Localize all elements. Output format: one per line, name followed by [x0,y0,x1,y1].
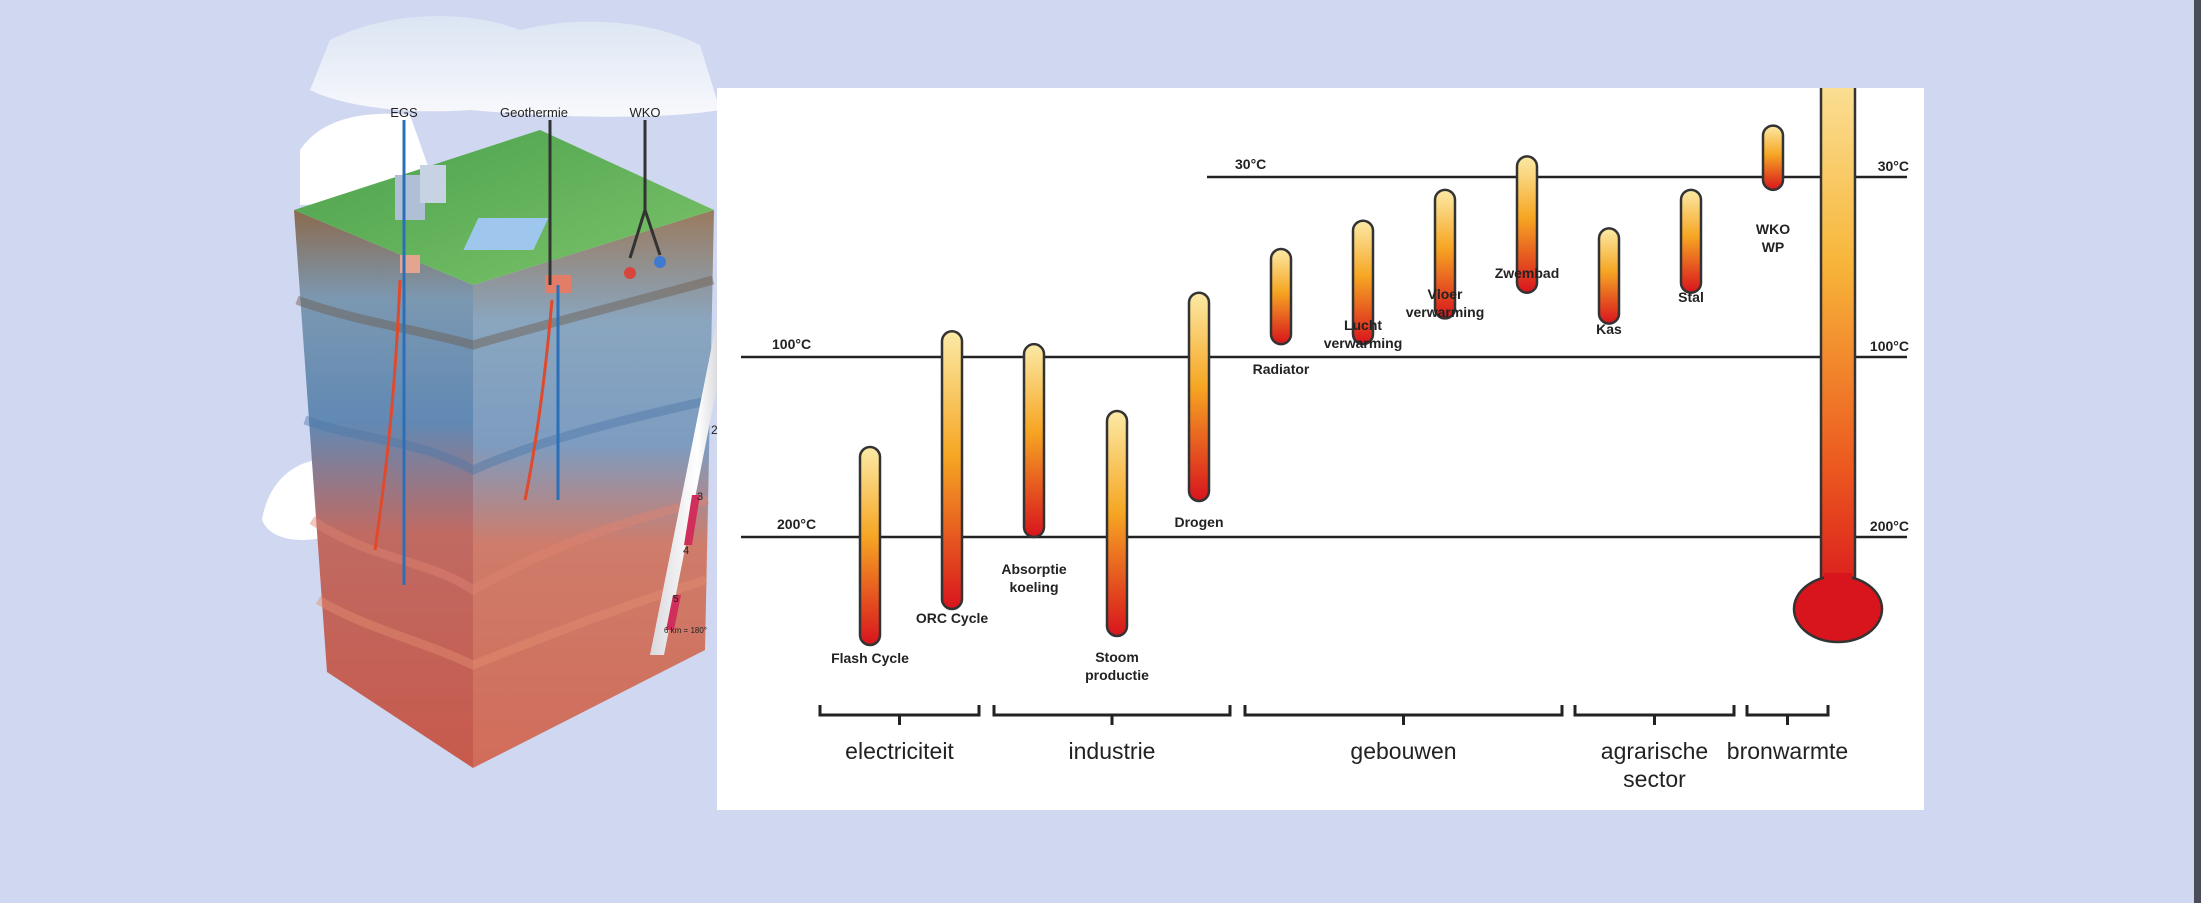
label-vloer-verwarming: verwarming [1406,304,1485,320]
category-agrarische-sector: agrarische [1601,738,1708,764]
label-zwembad: Zwembad [1495,265,1560,281]
temperature-label-left: 200°C [777,516,816,532]
brace-industrie [992,705,1232,725]
cloud-illustration [262,16,720,540]
category-electriciteit: electriciteit [845,738,954,764]
tube-lucht-verwarming [1351,219,1375,346]
window-edge [2194,0,2201,903]
surface-landscape [294,130,714,285]
brace-agrarische-sector [1573,705,1736,725]
depth-marker: 4 [683,545,689,557]
label-absorptie-koeling: koeling [1009,579,1058,595]
tube-stal [1679,188,1703,294]
label-flash-cycle: Flash Cycle [831,650,909,666]
tube-stoom-productie [1105,409,1129,638]
wko-label: WKO [629,105,660,120]
category-bronwarmte: bronwarmte [1727,738,1848,764]
geothermie-label: Geothermie [500,105,568,120]
rock-side-face [473,210,714,768]
egs-label: EGS [390,105,418,120]
tube-zwembad [1515,155,1539,294]
tube-wko-wp [1761,124,1785,192]
tube-flash-cycle [858,445,882,647]
temperature-label-right: 100°C [1870,338,1909,354]
label-vloer-verwarming: Vloer [1427,286,1463,302]
tube-kas [1597,227,1621,325]
temperature-label-left: 30°C [1235,156,1266,172]
temperature-label-right: 200°C [1870,518,1909,534]
tube-orc-cycle [940,330,964,611]
label-drogen: Drogen [1175,514,1224,530]
temperature-diagram: 30°C 30°C 100°C 100°C 200°C 200°C Flash Cycle O… [717,88,1924,810]
label-orc-cycle: ORC Cycle [916,610,989,626]
label-kas: Kas [1596,321,1622,337]
thermometer-bulb [1792,574,1884,644]
label-lucht-verwarming: Lucht [1344,317,1382,333]
label-stoom-productie: Stoom [1095,649,1139,665]
tube-absorptie-koeling [1022,342,1046,539]
temperature-label-left: 100°C [772,336,811,352]
label-lucht-verwarming: verwarming [1324,335,1403,351]
category-agrarische-sector: sector [1623,766,1686,792]
depth-marker: 2 [711,423,718,437]
category-industrie: industrie [1069,738,1156,764]
temperature-label-right: 30°C [1878,158,1909,174]
tube-radiator [1269,247,1293,346]
thermometer-neck [1824,573,1852,585]
category-gebouwen: gebouwen [1350,738,1456,764]
bronwarmte-thermometer [1819,88,1857,611]
label-wko-wp: WKO [1756,221,1790,237]
label-stal: Stal [1678,289,1704,305]
tube-drogen [1187,291,1211,503]
depth-marker: 5 [673,594,679,605]
tube-vloer-verwarming [1433,188,1457,320]
label-radiator: Radiator [1253,361,1310,377]
brace-electriciteit [818,705,981,725]
brace-bronwarmte [1745,705,1830,725]
depth-marker: 3 [697,491,703,503]
label-stoom-productie: productie [1085,667,1149,683]
depth-note: 6 km = 180° [664,626,707,635]
label-absorptie-koeling: Absorptie [1001,561,1067,577]
label-wko-wp: WP [1762,239,1785,255]
brace-gebouwen [1243,705,1564,725]
